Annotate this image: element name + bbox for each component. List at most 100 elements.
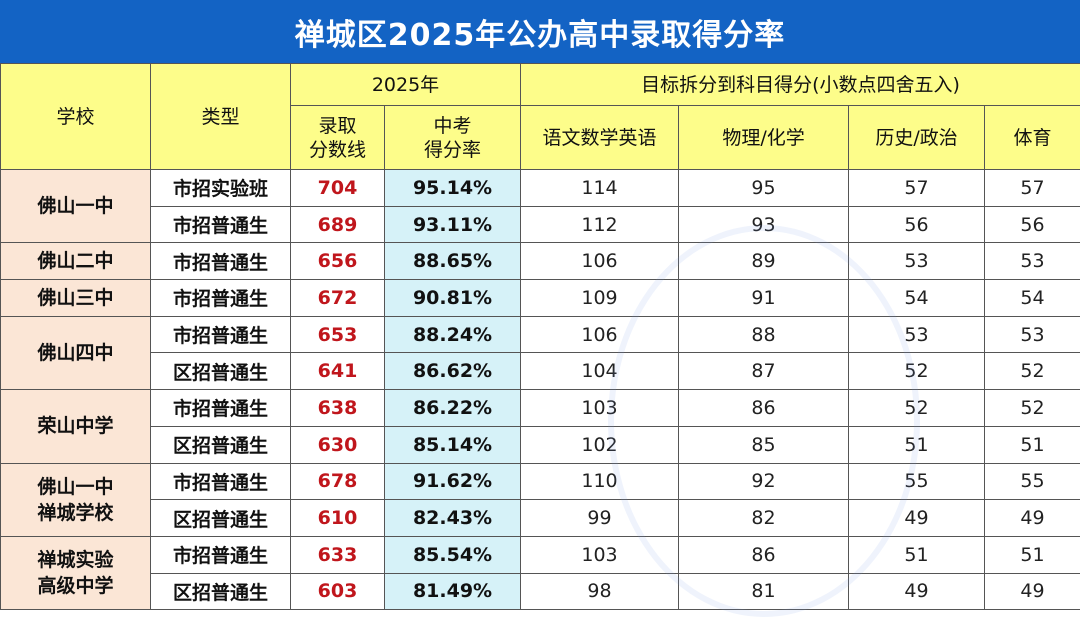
admission-type-cell: 市招普通生 (151, 280, 291, 317)
history-politics-cell: 51 (849, 536, 985, 573)
chinese-math-english-cell: 104 (521, 353, 679, 390)
score-rate-cell: 88.65% (385, 243, 521, 280)
admission-type-cell: 市招普通生 (151, 243, 291, 280)
score-line-cell: 630 (291, 426, 385, 463)
pe-cell: 52 (985, 390, 1080, 427)
school-name-line-2: 禅城学校 (1, 500, 150, 526)
header-pe: 体育 (985, 106, 1080, 170)
admission-type-cell: 区招普通生 (151, 500, 291, 537)
score-line-cell: 633 (291, 536, 385, 573)
history-politics-cell: 49 (849, 500, 985, 537)
score-rate-cell: 86.62% (385, 353, 521, 390)
score-line-cell: 704 (291, 170, 385, 207)
school-name-cell: 荣山中学 (1, 390, 151, 463)
school-name-cell: 佛山一中 (1, 170, 151, 243)
history-politics-cell: 49 (849, 573, 985, 610)
header-type: 类型 (151, 64, 291, 170)
score-rate-cell: 90.81% (385, 280, 521, 317)
chinese-math-english-cell: 114 (521, 170, 679, 207)
history-politics-cell: 51 (849, 426, 985, 463)
school-name-cell: 佛山一中禅城学校 (1, 463, 151, 536)
physics-chemistry-cell: 86 (679, 536, 849, 573)
school-name-line-1: 佛山一中 (1, 193, 150, 219)
header-chinese-math-english: 语文数学英语 (521, 106, 679, 170)
admission-type-cell: 市招普通生 (151, 463, 291, 500)
physics-chemistry-cell: 81 (679, 573, 849, 610)
score-rate-cell: 85.54% (385, 536, 521, 573)
header-year-group: 2025年 (291, 64, 521, 106)
physics-chemistry-cell: 89 (679, 243, 849, 280)
chinese-math-english-cell: 109 (521, 280, 679, 317)
admission-type-cell: 市招普通生 (151, 536, 291, 573)
page-title: 禅城区2025年公办高中录取得分率 (0, 0, 1080, 63)
school-name-line-2: 高级中学 (1, 573, 150, 599)
score-line-cell: 678 (291, 463, 385, 500)
chinese-math-english-cell: 112 (521, 206, 679, 243)
header-subject-group: 目标拆分到科目得分(小数点四舍五入) (521, 64, 1080, 106)
history-politics-cell: 52 (849, 353, 985, 390)
score-rate-cell: 86.22% (385, 390, 521, 427)
history-politics-cell: 53 (849, 316, 985, 353)
header-school: 学校 (1, 64, 151, 170)
school-name-line-1: 荣山中学 (1, 413, 150, 439)
header-rate: 中考 得分率 (385, 106, 521, 170)
header-history-politics: 历史/政治 (849, 106, 985, 170)
pe-cell: 51 (985, 426, 1080, 463)
admission-type-cell: 市招普通生 (151, 316, 291, 353)
score-line-cell: 653 (291, 316, 385, 353)
admission-type-cell: 区招普通生 (151, 573, 291, 610)
history-politics-cell: 52 (849, 390, 985, 427)
score-line-cell: 656 (291, 243, 385, 280)
history-politics-cell: 55 (849, 463, 985, 500)
score-rate-cell: 91.62% (385, 463, 521, 500)
pe-cell: 53 (985, 243, 1080, 280)
score-line-cell: 638 (291, 390, 385, 427)
school-name-line-1: 佛山一中 (1, 474, 150, 500)
chinese-math-english-cell: 102 (521, 426, 679, 463)
admission-type-cell: 市招普通生 (151, 390, 291, 427)
history-politics-cell: 56 (849, 206, 985, 243)
chinese-math-english-cell: 99 (521, 500, 679, 537)
school-name-cell: 禅城实验高级中学 (1, 536, 151, 609)
history-politics-cell: 54 (849, 280, 985, 317)
pe-cell: 57 (985, 170, 1080, 207)
header-score-line: 录取 分数线 (291, 106, 385, 170)
score-line-cell: 689 (291, 206, 385, 243)
pe-cell: 49 (985, 500, 1080, 537)
school-name-line-1: 禅城实验 (1, 547, 150, 573)
pe-cell: 53 (985, 316, 1080, 353)
score-rate-cell: 85.14% (385, 426, 521, 463)
physics-chemistry-cell: 86 (679, 390, 849, 427)
school-name-line-1: 佛山二中 (1, 248, 150, 274)
header-physics-chemistry: 物理/化学 (679, 106, 849, 170)
physics-chemistry-cell: 82 (679, 500, 849, 537)
score-rate-cell: 95.14% (385, 170, 521, 207)
admission-type-cell: 市招实验班 (151, 170, 291, 207)
table-header: 学校 类型 2025年 目标拆分到科目得分(小数点四舍五入) 录取 分数线 中考… (1, 64, 1080, 170)
physics-chemistry-cell: 91 (679, 280, 849, 317)
pe-cell: 51 (985, 536, 1080, 573)
score-rate-cell: 88.24% (385, 316, 521, 353)
chinese-math-english-cell: 103 (521, 390, 679, 427)
physics-chemistry-cell: 95 (679, 170, 849, 207)
score-line-cell: 672 (291, 280, 385, 317)
score-rate-cell: 82.43% (385, 500, 521, 537)
pe-cell: 55 (985, 463, 1080, 500)
header-rate-line-1: 中考 (385, 114, 520, 138)
pe-cell: 49 (985, 573, 1080, 610)
school-name-cell: 佛山二中 (1, 243, 151, 280)
chinese-math-english-cell: 110 (521, 463, 679, 500)
chinese-math-english-cell: 103 (521, 536, 679, 573)
admission-type-cell: 区招普通生 (151, 353, 291, 390)
school-name-line-1: 佛山四中 (1, 340, 150, 366)
chinese-math-english-cell: 106 (521, 316, 679, 353)
